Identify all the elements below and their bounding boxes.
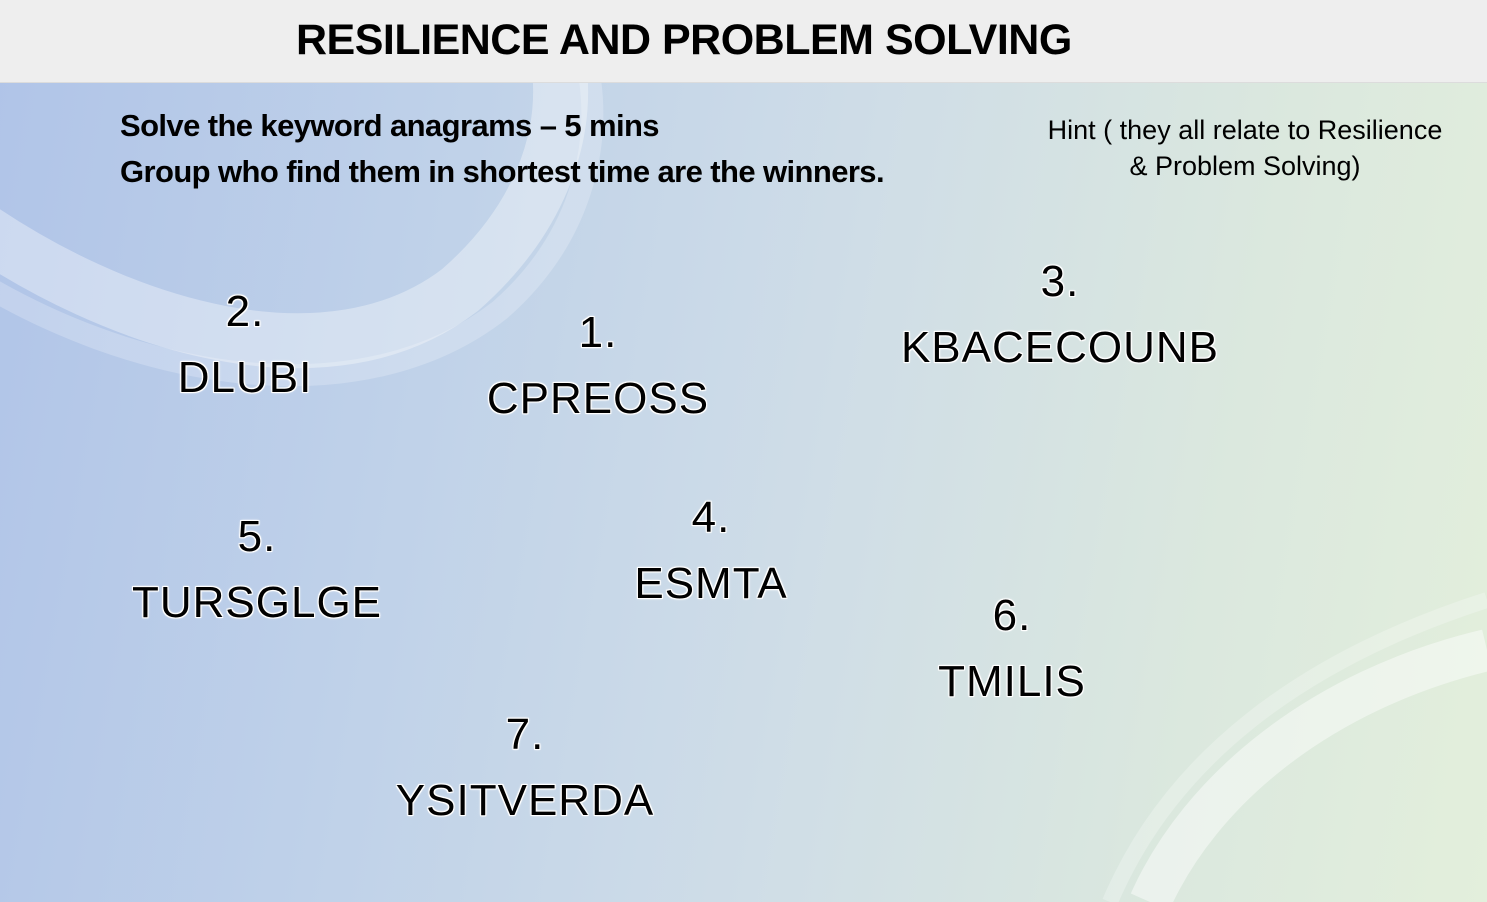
anagram-word: ESMTA: [634, 559, 788, 608]
hint-line-1: Hint ( they all relate to Resilience: [1047, 115, 1443, 145]
anagram-6: 6. TMILIS: [862, 583, 1162, 715]
anagram-5: 5. TURSGLGE: [97, 504, 417, 636]
anagram-word: TURSGLGE: [131, 578, 383, 627]
anagram-7: 7. YSITVERDA: [355, 702, 695, 834]
anagram-3: 3. KBACECOUNB: [860, 249, 1260, 381]
anagram-word: KBACECOUNB: [900, 323, 1220, 372]
anagram-number: 1.: [578, 308, 618, 357]
anagram-2: 2. DLUBI: [95, 279, 395, 411]
anagram-1: 1. CPREOSS: [448, 300, 748, 432]
anagram-number: 7.: [505, 710, 545, 759]
anagram-word: TMILIS: [938, 657, 1086, 706]
anagram-number: 5.: [237, 512, 277, 561]
instruction-line-2: Group who find them in shortest time are…: [120, 154, 885, 189]
anagram-word: YSITVERDA: [395, 776, 655, 825]
instruction-line-1: Solve the keyword anagrams – 5 mins: [120, 108, 660, 143]
title-bar: RESILIENCE AND PROBLEM SOLVING: [0, 0, 1487, 83]
slide-title: RESILIENCE AND PROBLEM SOLVING: [296, 16, 1072, 64]
anagram-word: CPREOSS: [486, 374, 710, 423]
anagram-word: DLUBI: [177, 353, 313, 402]
hint-line-2: & Problem Solving): [1129, 151, 1361, 181]
hint-text: Hint ( they all relate to Resilience & P…: [1020, 112, 1470, 184]
anagram-number: 2.: [225, 287, 265, 336]
anagram-4: 4. ESMTA: [561, 485, 861, 617]
anagram-number: 3.: [1040, 257, 1080, 306]
anagram-number: 6.: [992, 591, 1032, 640]
anagram-number: 4.: [691, 493, 731, 542]
